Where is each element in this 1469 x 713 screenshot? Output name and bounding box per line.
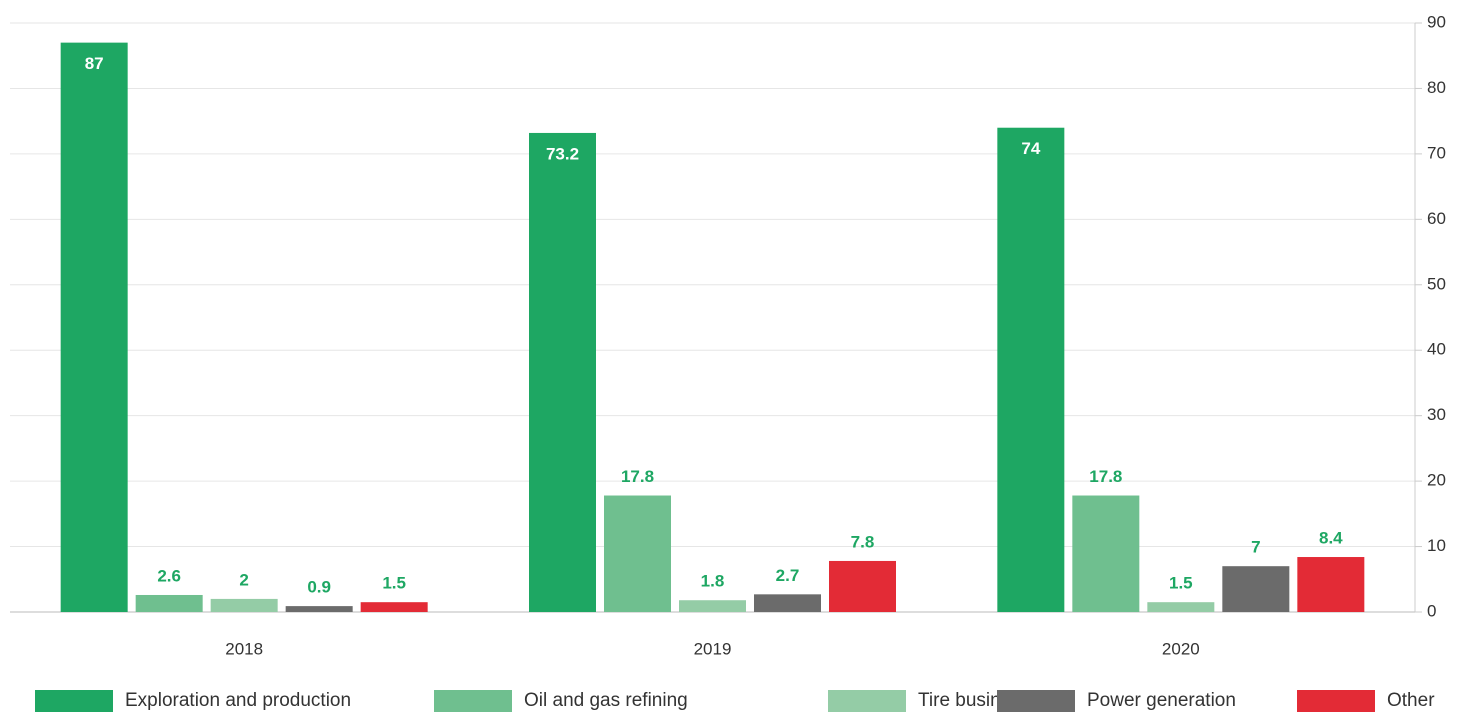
x-tick-label: 2020: [1162, 639, 1200, 658]
data-label: 1.5: [1169, 574, 1193, 593]
bar: [754, 594, 821, 612]
y-tick-label: 40: [1427, 340, 1446, 359]
data-label: 74: [1021, 139, 1040, 158]
data-label: 7.8: [851, 532, 875, 551]
data-label: 0.9: [307, 578, 331, 597]
y-tick-label: 80: [1427, 78, 1446, 97]
legend-swatch: [1297, 690, 1375, 712]
bar: [360, 602, 428, 612]
y-tick-label: 10: [1427, 536, 1446, 555]
bar: [285, 606, 353, 612]
data-label: 1.8: [701, 572, 725, 591]
data-label: 17.8: [621, 467, 654, 486]
legend-label: Other: [1387, 690, 1435, 711]
y-tick-label: 60: [1427, 209, 1446, 228]
bar: [997, 127, 1065, 612]
legend-label: Power generation: [1087, 690, 1236, 711]
legend-swatch: [828, 690, 906, 712]
y-tick-label: 50: [1427, 274, 1446, 293]
data-label: 7: [1251, 538, 1260, 557]
data-label: 73.2: [546, 144, 579, 163]
data-label: 2.6: [157, 566, 181, 585]
bar: [210, 598, 278, 612]
x-tick-label: 2018: [225, 639, 263, 658]
y-tick-label: 0: [1427, 601, 1436, 620]
data-label: 2.7: [776, 566, 800, 585]
bar: [135, 594, 203, 612]
legend-swatch: [997, 690, 1075, 712]
bar: [829, 560, 896, 612]
y-tick-label: 70: [1427, 143, 1446, 162]
legend-swatch: [35, 690, 113, 712]
bar: [1072, 495, 1140, 612]
bar: [679, 600, 746, 612]
data-label: 2: [239, 570, 248, 589]
bar: [1222, 566, 1290, 612]
data-label: 1.5: [382, 574, 406, 593]
bar: [604, 495, 671, 612]
bar: [60, 42, 128, 612]
y-tick-label: 20: [1427, 471, 1446, 490]
y-tick-label: 90: [1427, 12, 1446, 31]
data-label: 17.8: [1089, 467, 1122, 486]
legend-label: Oil and gas refining: [524, 690, 688, 711]
legend-swatch: [434, 690, 512, 712]
x-tick-label: 2019: [694, 639, 732, 658]
y-tick-label: 30: [1427, 405, 1446, 424]
bar: [1297, 557, 1365, 612]
legend-label: Exploration and production: [125, 690, 351, 711]
data-label: 8.4: [1319, 529, 1343, 548]
bar: [529, 132, 596, 613]
data-label: 87: [85, 54, 104, 73]
bar: [1147, 602, 1215, 612]
